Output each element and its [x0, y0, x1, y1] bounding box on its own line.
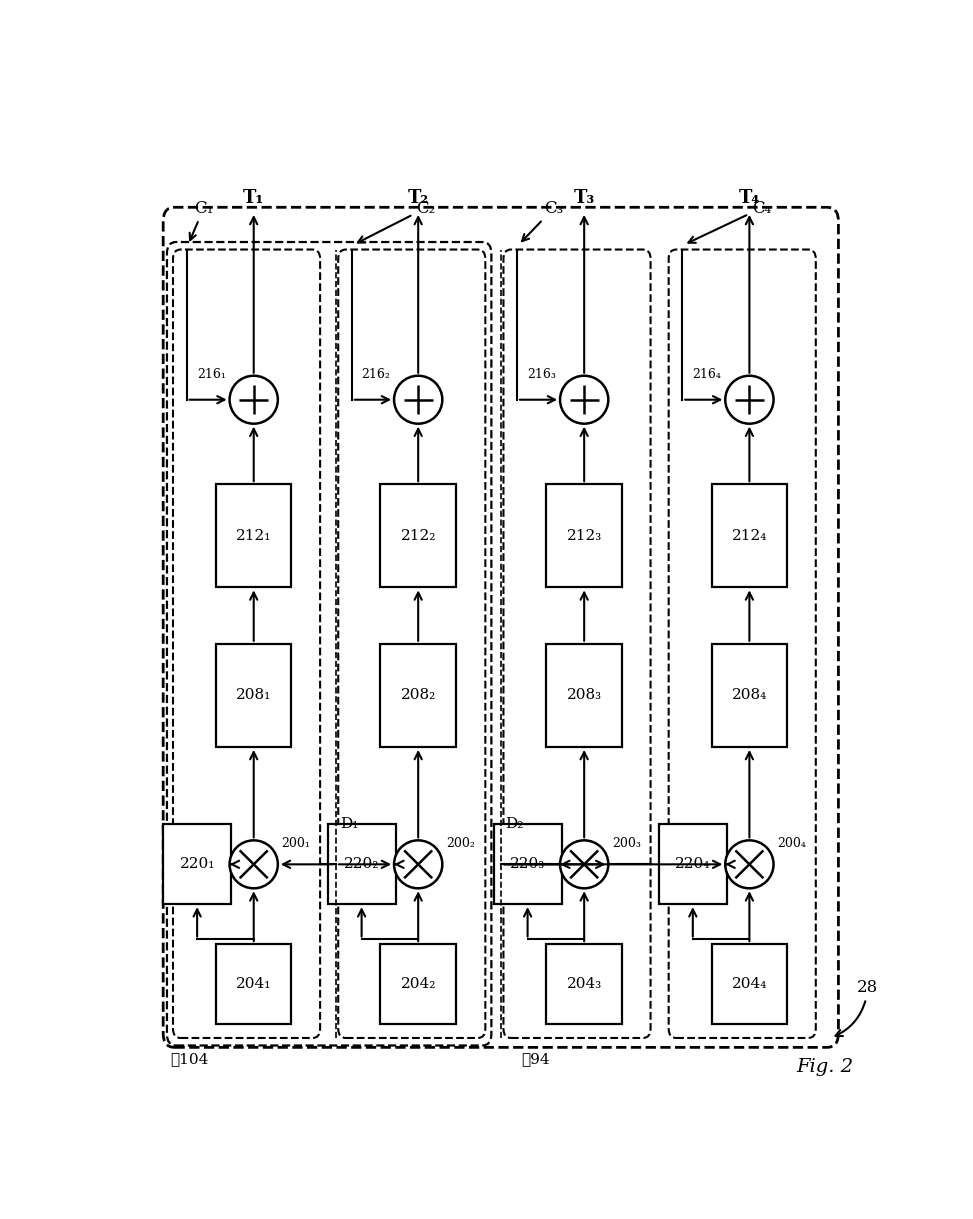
Text: 220₂: 220₂ [343, 857, 379, 872]
Text: T₄: T₄ [739, 189, 760, 207]
Bar [493, 824, 561, 904]
Text: D₂: D₂ [505, 817, 523, 831]
Text: ⌞104: ⌞104 [170, 1052, 209, 1067]
Ellipse shape [725, 375, 774, 424]
Text: 208₂: 208₂ [400, 689, 436, 702]
Bar [380, 484, 455, 588]
Text: 208₄: 208₄ [732, 689, 767, 702]
Text: 216₃: 216₃ [527, 367, 556, 380]
Text: C₄: C₄ [688, 200, 771, 243]
Text: 204₄: 204₄ [732, 976, 767, 991]
Text: 216₄: 216₄ [692, 367, 721, 380]
Text: 200₂: 200₂ [446, 837, 475, 850]
Text: C₃: C₃ [522, 200, 563, 241]
Text: T₃: T₃ [573, 189, 595, 207]
Text: 208₁: 208₁ [236, 689, 271, 702]
Text: T₂: T₂ [408, 189, 428, 207]
Text: T₁: T₁ [243, 189, 265, 207]
Text: 212₁: 212₁ [235, 529, 271, 542]
Text: 200₄: 200₄ [776, 837, 806, 850]
Bar [216, 644, 291, 747]
Ellipse shape [230, 840, 277, 889]
Text: 204₁: 204₁ [235, 976, 271, 991]
Text: 204₃: 204₃ [566, 976, 601, 991]
Ellipse shape [725, 840, 774, 889]
Ellipse shape [230, 375, 277, 424]
Text: D₁: D₁ [340, 817, 358, 831]
Text: 220₄: 220₄ [675, 857, 710, 872]
Bar [163, 824, 231, 904]
Bar [380, 944, 455, 1024]
Ellipse shape [394, 840, 442, 889]
Bar [328, 824, 395, 904]
Bar [546, 484, 622, 588]
Bar [711, 644, 787, 747]
Ellipse shape [559, 840, 608, 889]
Text: 220₁: 220₁ [179, 857, 215, 872]
Ellipse shape [559, 375, 608, 424]
Text: ⌞94: ⌞94 [522, 1052, 550, 1067]
Bar [216, 484, 291, 588]
Ellipse shape [394, 375, 442, 424]
Text: 212₃: 212₃ [566, 529, 601, 542]
Bar [711, 484, 787, 588]
Text: 200₃: 200₃ [612, 837, 640, 850]
Bar [216, 944, 291, 1024]
Text: 220₃: 220₃ [510, 857, 545, 872]
Text: 212₂: 212₂ [400, 529, 436, 542]
Text: 216₂: 216₂ [361, 367, 390, 380]
Bar [546, 644, 622, 747]
Text: C₁: C₁ [190, 200, 213, 240]
Bar [711, 944, 787, 1024]
Text: C₂: C₂ [358, 200, 435, 243]
Text: 204₂: 204₂ [400, 976, 436, 991]
Text: 212₄: 212₄ [732, 529, 767, 542]
Text: Fig. 2: Fig. 2 [796, 1058, 853, 1075]
Bar [380, 644, 455, 747]
Text: 200₁: 200₁ [281, 837, 310, 850]
Text: 28: 28 [835, 979, 878, 1036]
Text: 216₁: 216₁ [197, 367, 226, 380]
Bar [546, 944, 622, 1024]
Text: 208₃: 208₃ [566, 689, 601, 702]
Bar [659, 824, 727, 904]
